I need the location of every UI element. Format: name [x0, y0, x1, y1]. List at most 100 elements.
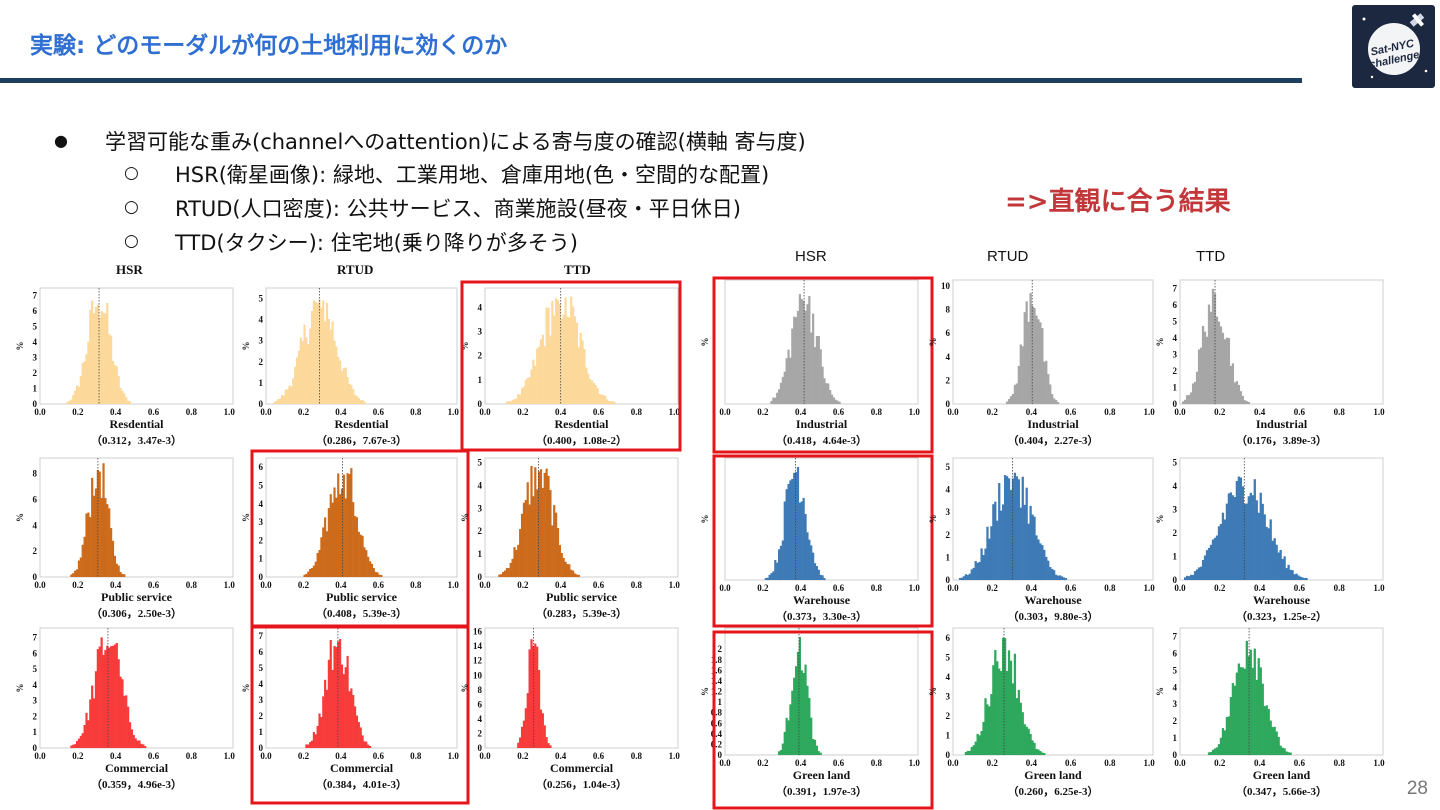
histogram-bar	[781, 540, 784, 580]
histogram-bar	[998, 668, 1001, 755]
histogram-bar	[136, 740, 139, 748]
y-tick-label: 2	[1173, 366, 1178, 376]
histogram-bar	[142, 744, 145, 748]
x-tick-label: 0.4	[335, 751, 347, 761]
histogram-bar	[575, 574, 579, 577]
histogram-bar	[1033, 516, 1036, 580]
y-tick-label: 4	[259, 679, 264, 689]
histogram-bar	[515, 398, 518, 404]
histogram-bar	[1195, 371, 1199, 404]
histogram-bar	[1259, 492, 1262, 580]
histogram-bar	[348, 383, 351, 404]
histogram-bar	[802, 300, 805, 404]
y-tick-label: 3	[946, 507, 951, 517]
histogram-bar	[1217, 526, 1221, 580]
histogram-bar	[1031, 305, 1034, 404]
histogram-bar	[537, 471, 541, 577]
y-tick-label: 3	[478, 327, 483, 337]
x-tick-label: 0.8	[410, 407, 422, 417]
histogram-bar	[74, 390, 77, 404]
y-tick-label: 6	[946, 633, 951, 643]
y-tick-label: 3	[946, 691, 951, 701]
histogram-bar	[355, 517, 359, 577]
histogram-bar	[96, 649, 99, 748]
histogram-bar	[1297, 575, 1300, 580]
y-tick-label: 0.2	[711, 739, 723, 749]
histogram-bar	[310, 740, 314, 748]
x-tick-label: 0.4	[335, 580, 347, 590]
histogram-bar	[974, 561, 977, 580]
y-tick-label: 1	[946, 552, 951, 562]
histogram-bar	[781, 743, 784, 755]
histogram-bar	[589, 379, 592, 404]
y-tick-label: 8	[478, 685, 483, 695]
histogram-bar	[806, 685, 809, 755]
histogram-bar	[1209, 752, 1213, 755]
histogram-stats-label: （0.418，4.64e-3）	[776, 434, 867, 447]
y-tick-label: 0	[946, 575, 951, 585]
histogram-bar	[577, 574, 580, 577]
y-tick-label: 5	[1173, 458, 1178, 468]
y-tick-label: 6	[478, 699, 483, 709]
histogram-bar	[1303, 578, 1306, 580]
histogram-bar	[502, 571, 505, 577]
histogram-bar	[764, 578, 767, 580]
histogram-bar	[1219, 326, 1223, 404]
histogram-bar	[511, 400, 514, 404]
x-tick-label: 0.8	[1334, 407, 1346, 417]
histogram-bar	[1051, 568, 1054, 580]
y-tick-label: 0	[259, 572, 264, 582]
histogram-bar	[813, 347, 817, 404]
histogram-bar	[335, 346, 338, 404]
y-tick-label: 2	[33, 368, 38, 378]
histogram-bar	[972, 567, 975, 580]
histogram-bar	[545, 737, 548, 748]
y-tick-label: 0	[946, 750, 951, 760]
histogram-bar	[1221, 332, 1225, 404]
histogram-bar	[329, 639, 332, 748]
y-tick-label: 5	[259, 480, 264, 490]
histogram-bar	[787, 349, 790, 404]
histogram-bar	[355, 396, 359, 404]
histogram-bar	[526, 482, 529, 577]
histogram-bar	[522, 720, 526, 748]
histogram-bar	[549, 490, 552, 577]
histogram-bar	[779, 750, 783, 755]
x-tick-label: 0.0	[260, 580, 272, 590]
x-tick-label: 0.6	[373, 751, 385, 761]
x-tick-label: 1.0	[669, 580, 681, 590]
histogram-bar	[976, 733, 979, 755]
histogram-bar	[555, 512, 558, 577]
histogram-bar	[1205, 550, 1209, 580]
histogram-bar	[1058, 575, 1062, 580]
y-axis-label: %	[700, 515, 710, 524]
histogram-bar	[572, 570, 575, 577]
x-tick-label: 1.0	[448, 751, 460, 761]
histogram-bar	[808, 697, 811, 755]
x-tick-label: 1.0	[1373, 583, 1385, 593]
histogram-bar	[305, 337, 308, 404]
histogram-bar	[815, 566, 819, 580]
y-tick-label: 5	[1173, 316, 1178, 326]
x-tick-label: 0.8	[186, 407, 198, 417]
y-tick-label: 3	[33, 353, 38, 363]
histogram-bar	[798, 502, 801, 580]
histogram-bar	[596, 388, 599, 404]
histogram-bar	[113, 555, 116, 577]
histogram-bar	[1219, 737, 1223, 755]
highlight-box	[460, 280, 682, 452]
histogram-bar	[72, 744, 75, 748]
histogram-bar	[119, 571, 122, 577]
histogram-bar	[77, 386, 81, 404]
histogram-bar	[1045, 360, 1048, 404]
histogram-bar	[1227, 338, 1231, 404]
histogram-bar	[568, 564, 571, 577]
x-tick-label: 0.6	[1065, 583, 1077, 593]
y-axis-label: %	[700, 338, 710, 347]
histogram-bar	[500, 574, 503, 577]
histogram-bar	[74, 744, 77, 748]
histogram-bar	[1013, 653, 1017, 755]
histogram-bar	[1017, 689, 1020, 755]
histogram-bar	[1027, 321, 1030, 404]
histogram-bar	[337, 473, 340, 577]
